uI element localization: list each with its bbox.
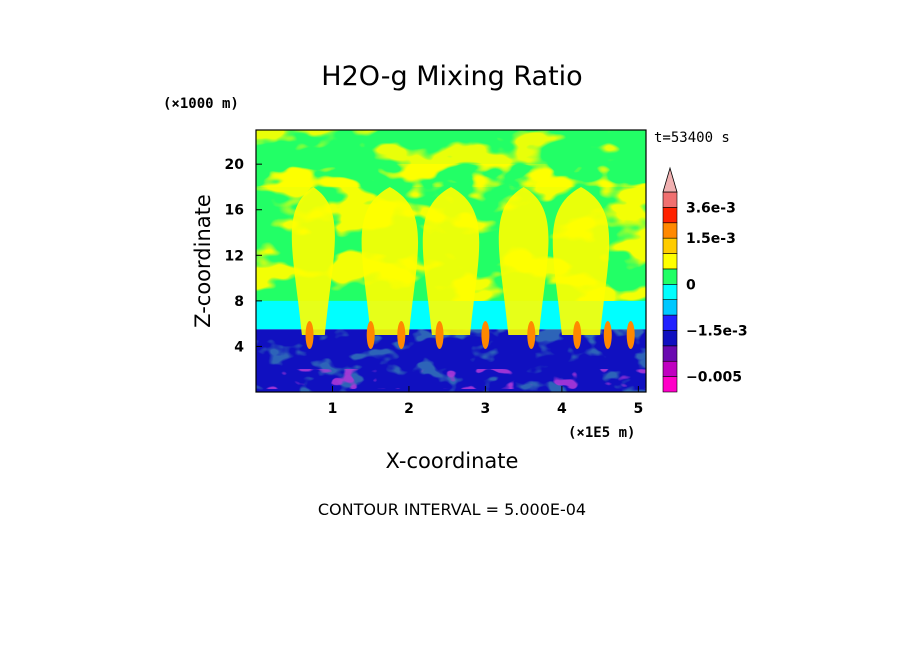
colorbar-segment [662, 253, 678, 270]
contour-interval-note: CONTOUR INTERVAL = 5.000E-04 [318, 500, 586, 519]
y-tick-label: 8 [234, 294, 244, 310]
y-unit-label: (×1000 m) [163, 96, 239, 112]
field-updraft-core [397, 321, 406, 350]
colorbar-segment [662, 237, 678, 254]
field-updraft-core [366, 321, 375, 350]
colorbar: 3.6e-3 1.5e-3 0 −1.5e-3 −0.005 [662, 166, 748, 393]
field-updraft-core [573, 321, 582, 350]
y-tick-label: 20 [225, 157, 245, 173]
y-tick-label: 4 [234, 339, 244, 355]
y-tick-label: 12 [225, 248, 244, 264]
field-updraft-core [305, 321, 314, 350]
chart-title: H2O-g Mixing Ratio [321, 61, 582, 92]
colorbar-arrow [662, 166, 678, 193]
colorbar-segment [662, 268, 678, 285]
field-plume [422, 186, 480, 336]
colorbar-segment [662, 345, 678, 362]
x-axis-label: X-coordinate [386, 449, 519, 473]
y-axis-label: Z-coordinate [191, 194, 215, 328]
time-label: t=53400 s [654, 130, 730, 146]
field-plume [361, 186, 419, 336]
y-axis-ticks: 4 8 12 16 20 [225, 157, 262, 355]
colorbar-segment [662, 222, 678, 239]
field-texture-deep-minima [256, 369, 646, 389]
field-updraft-core [626, 321, 635, 350]
x-unit-label: (×1E5 m) [568, 425, 635, 441]
x-tick-label: 3 [481, 401, 491, 417]
x-axis-ticks: 1 2 3 4 5 [328, 386, 643, 417]
x-tick-label: 2 [404, 401, 414, 417]
colorbar-label: 1.5e-3 [686, 231, 736, 247]
x-tick-label: 5 [633, 401, 643, 417]
x-tick-label: 1 [328, 401, 338, 417]
colorbar-segment [662, 314, 678, 331]
colorbar-segment [662, 376, 678, 393]
field-plume [552, 186, 610, 336]
field-updraft-core [435, 321, 444, 350]
plot-area [256, 130, 646, 392]
field-updraft-core [527, 321, 536, 350]
colorbar-label: 0 [686, 277, 696, 293]
field-texture-upper-banding [256, 130, 646, 187]
colorbar-segment [662, 284, 678, 300]
x-tick-label: 4 [557, 401, 567, 417]
y-tick-label: 16 [225, 203, 244, 219]
colorbar-label: −1.5e-3 [686, 323, 748, 339]
plot-frame [255, 129, 647, 393]
field-updraft-core [603, 321, 612, 350]
field-plume [291, 186, 335, 336]
field-updraft-core [481, 321, 490, 350]
colorbar-segment [662, 299, 678, 316]
colorbar-segment [662, 191, 678, 208]
colorbar-label: 3.6e-3 [686, 200, 736, 216]
field-plume [498, 186, 549, 336]
colorbar-segment [662, 360, 678, 377]
colorbar-segment [662, 207, 678, 224]
colorbar-label: −0.005 [686, 370, 742, 386]
colorbar-segment [662, 330, 678, 347]
